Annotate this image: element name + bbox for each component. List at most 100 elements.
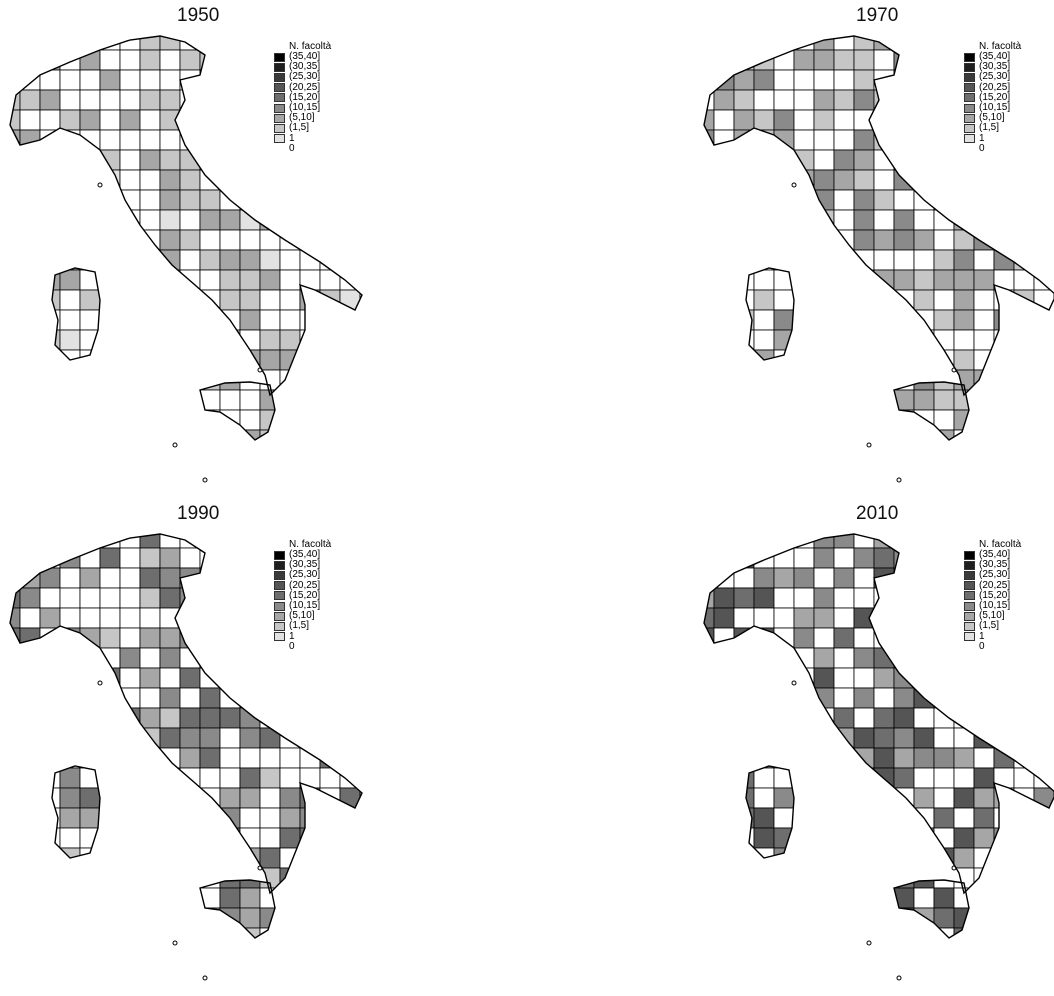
- province: [973, 389, 995, 411]
- province: [119, 49, 141, 71]
- legend-item: (30,35]: [274, 560, 331, 570]
- province: [59, 129, 81, 151]
- province: [713, 189, 735, 211]
- province: [913, 249, 935, 271]
- province: [733, 389, 755, 411]
- province: [119, 647, 141, 669]
- province: [933, 69, 955, 91]
- province: [19, 587, 41, 609]
- province: [99, 69, 121, 91]
- province: [159, 547, 181, 569]
- province: [179, 249, 201, 271]
- province: [79, 747, 101, 769]
- province: [19, 289, 41, 311]
- province: [10, 329, 21, 351]
- province: [793, 109, 815, 131]
- province: [833, 787, 855, 809]
- province: [39, 249, 61, 271]
- province: [993, 409, 1015, 431]
- province: [279, 767, 301, 789]
- legend-item: (20,25]: [274, 82, 331, 93]
- province: [933, 534, 955, 549]
- province: [279, 169, 301, 191]
- province: [853, 149, 875, 171]
- province: [973, 787, 995, 809]
- province: [259, 727, 281, 749]
- province: [159, 69, 181, 91]
- province: [139, 49, 161, 71]
- province: [833, 807, 855, 829]
- province: [119, 807, 141, 829]
- province: [873, 349, 895, 371]
- province: [993, 807, 1015, 829]
- province: [893, 807, 915, 829]
- province: [913, 887, 935, 909]
- province: [99, 189, 121, 211]
- province: [933, 727, 955, 749]
- province: [733, 607, 755, 629]
- province: [1033, 329, 1054, 351]
- province: [813, 547, 835, 569]
- province: [913, 109, 935, 131]
- province: [79, 687, 101, 709]
- province: [704, 389, 715, 411]
- province: [159, 149, 181, 171]
- province: [339, 269, 361, 291]
- province: [933, 707, 955, 729]
- province: [1013, 867, 1035, 889]
- province: [793, 429, 815, 440]
- province: [753, 727, 775, 749]
- coastline: [51, 267, 101, 361]
- province: [713, 36, 735, 51]
- province: [119, 587, 141, 609]
- province: [359, 189, 362, 211]
- province: [339, 927, 361, 938]
- province: [793, 767, 815, 789]
- province: [753, 647, 775, 669]
- province: [359, 627, 362, 649]
- province: [893, 89, 915, 111]
- province: [1013, 847, 1035, 869]
- province: [239, 847, 261, 869]
- province: [79, 667, 101, 689]
- province: [753, 667, 775, 689]
- island-marker: [257, 865, 263, 871]
- province: [139, 36, 161, 51]
- legend-label: (15,20]: [289, 589, 321, 601]
- province: [713, 429, 735, 440]
- province: [359, 927, 362, 938]
- province: [773, 69, 795, 91]
- province: [99, 109, 121, 131]
- province: [753, 389, 775, 411]
- province: [139, 547, 161, 569]
- province: [833, 289, 855, 311]
- province: [833, 89, 855, 111]
- province: [1013, 827, 1035, 849]
- province: [853, 369, 875, 391]
- province: [833, 927, 855, 938]
- province: [833, 49, 855, 71]
- legend-swatch: [274, 103, 285, 113]
- island-marker: [97, 182, 103, 188]
- province: [299, 209, 321, 231]
- province: [179, 707, 201, 729]
- province: [933, 647, 955, 669]
- province: [713, 149, 735, 171]
- province: [19, 329, 41, 351]
- province: [299, 787, 321, 809]
- province: [813, 667, 835, 689]
- province: [339, 249, 361, 271]
- province: [179, 329, 201, 351]
- province: [873, 289, 895, 311]
- province: [833, 907, 855, 929]
- province: [753, 607, 775, 629]
- province: [19, 567, 41, 589]
- province: [773, 409, 795, 431]
- province: [893, 687, 915, 709]
- province: [753, 429, 775, 440]
- province: [773, 747, 795, 769]
- province: [39, 607, 61, 629]
- legend-label: (5,10]: [289, 610, 315, 622]
- province: [359, 747, 362, 769]
- province: [933, 289, 955, 311]
